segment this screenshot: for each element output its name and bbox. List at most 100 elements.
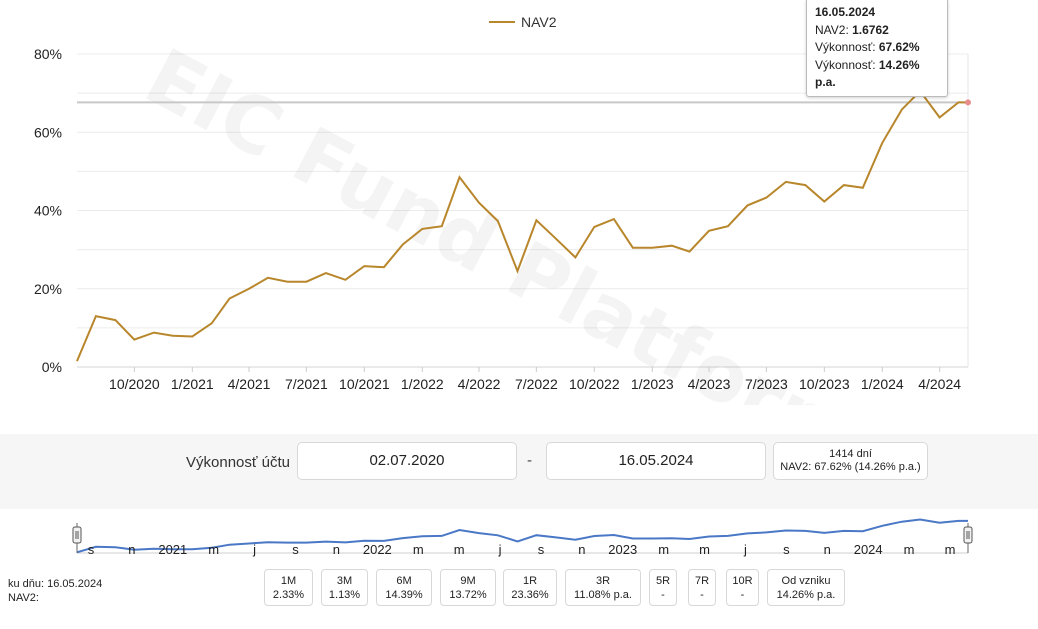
period-button-9m[interactable]: 9M 13.72% [440,569,496,606]
period-button-6m[interactable]: 6M 14.39% [376,569,432,606]
period-label: 10R [732,575,753,587]
date-from-input[interactable]: 02.07.2020 [297,442,517,480]
watermark: EIC Fund Platform [131,32,872,405]
nav2-series-line[interactable] [76,89,968,362]
range-navigator[interactable]: s n 2021 m j s n 2022 m m j s n 2023 m m j s n 2024 m m [0,509,1038,564]
period-label: Od vzniku [781,575,831,587]
as-of-info: ku dňu: 16.05.2024 NAV2: [8,577,102,605]
navigator-label: m [413,542,424,557]
period-button-3r[interactable]: 3R 11.08% p.a. [565,569,641,606]
x-tick-label: 1/2024 [861,376,904,392]
navigator-label: 2022 [363,542,392,557]
period-label: 3R [595,575,611,587]
navigator-label: m [904,542,915,557]
y-tick-label: 80% [34,46,62,62]
tooltip-nav-row: NAV2: 1.6762 [815,22,939,40]
navigator-label: n [824,542,831,557]
navigator-label: m [208,542,219,557]
x-tick-label: 10/2023 [799,376,850,392]
tooltip-perf-label: Výkonnosť: [815,40,879,54]
x-tick-label: 10/2021 [339,376,390,392]
x-tick-label: 4/2022 [458,376,501,392]
navigator-label: s [783,542,790,557]
tooltip-nav-label: NAV2: [815,22,853,37]
performance-chart: EIC Fund Platform 0% 20% 40% 60% 80% 10/2020… [34,14,971,405]
period-value: - [740,589,745,601]
navigator-label: s [538,542,545,557]
tooltip-perf-pa-value: 14.26% p.a. [815,57,920,90]
period-button-5r[interactable]: 5R - [649,569,677,606]
period-label: 5R [655,575,671,587]
navigator-label: j [743,542,747,557]
x-tick-label: 1/2023 [631,376,674,392]
navigator-label: n [128,542,135,557]
tooltip-perf-pa-label: Výkonnosť: [815,57,879,72]
performance-panel: Výkonnosť účtu 02.07.2020 - 16.05.2024 1… [0,434,1038,509]
tooltip-perf-row: Výkonnosť: 67.62% [815,39,939,57]
y-tick-label: 60% [34,124,62,140]
x-tick-label: 4/2024 [918,376,961,392]
navigator-handle-left[interactable] [72,523,82,553]
navigator-label: n [578,542,585,557]
navigator-label: s [88,542,95,557]
tooltip-date: 16.05.2024 [815,5,876,19]
y-tick-label: 20% [34,281,62,297]
navigator-series-line [76,518,968,554]
x-tick-label: 4/2021 [228,376,271,392]
period-value: 13.72% [449,589,487,601]
x-tick-label: 4/2023 [688,376,731,392]
navigator-label: j [498,542,502,557]
y-axis: 0% 20% 40% 60% 80% [34,46,62,375]
x-tick-label: 1/2021 [171,376,214,392]
performance-label: Výkonnosť účtu [186,454,291,471]
performance-summary-text: NAV2: 67.62% (14.26% p.a.) [780,461,921,473]
navigator-label: 2021 [158,542,187,557]
period-value: 14.26% p.a. [776,589,836,601]
period-value: - [700,589,704,601]
period-label: 3M [336,575,353,587]
period-value: 2.33% [272,589,305,601]
navigator-handle-right[interactable] [963,523,973,553]
y-tick-label: 0% [42,359,62,375]
period-value: 23.36% [511,589,549,601]
performance-summary: 1414 dní NAV2: 67.62% (14.26% p.a.) [773,442,928,480]
navigator-label: m [658,542,669,557]
date-to-input[interactable]: 16.05.2024 [546,442,766,480]
period-button-10r[interactable]: 10R - [726,569,759,606]
tooltip-nav-value: 1.6762 [852,22,889,37]
x-tick-label: 1/2022 [401,376,444,392]
period-label: 7R [694,575,710,587]
period-label: 6M [396,575,412,587]
days-count: 1414 dní [829,448,872,460]
x-tick-label: 7/2022 [515,376,558,392]
period-button-1m[interactable]: 1M 2.33% [264,569,313,606]
hover-marker [965,99,971,106]
period-value: 11.08% p.a. [574,589,632,601]
period-button-1r[interactable]: 1R 23.36% [503,569,557,606]
period-value: - [661,589,665,601]
chart-tooltip: 16.05.2024 NAV2: 1.6762 Výkonnosť: 67.62… [806,0,948,97]
period-button-7r[interactable]: 7R - [688,569,716,606]
period-label: 9M [460,575,476,587]
x-tick-label: 7/2023 [745,376,788,392]
x-tick-label: 7/2021 [285,376,328,392]
date-separator: - [527,452,532,469]
navigator-label: m [945,542,956,557]
period-label: 1R [522,575,538,587]
tooltip-perf-pa-row: Výkonnosť: 14.26% p.a. [815,57,939,92]
x-tick-label: 10/2020 [109,376,160,392]
navigator-label: n [333,542,340,557]
as-of-date: ku dňu: 16.05.2024 [8,578,103,590]
period-value: 1.13% [328,589,361,601]
chart-grid [77,53,969,368]
legend-label-nav2[interactable]: NAV2 [521,14,557,30]
navigator-label: m [699,542,710,557]
tooltip-perf-value: 67.62% [878,40,920,54]
x-axis: 10/2020 1/2021 4/2021 7/2021 10/2021 1/2022 4/… [109,367,961,392]
period-button-3m[interactable]: 3M 1.13% [321,569,368,606]
x-tick-label: 10/2022 [569,376,620,392]
period-value: 14.39% [385,589,423,601]
period-button-since-inception[interactable]: Od vzniku 14.26% p.a. [767,569,845,606]
navigator-label: 2024 [854,542,883,557]
legend[interactable]: NAV2 [489,14,557,30]
